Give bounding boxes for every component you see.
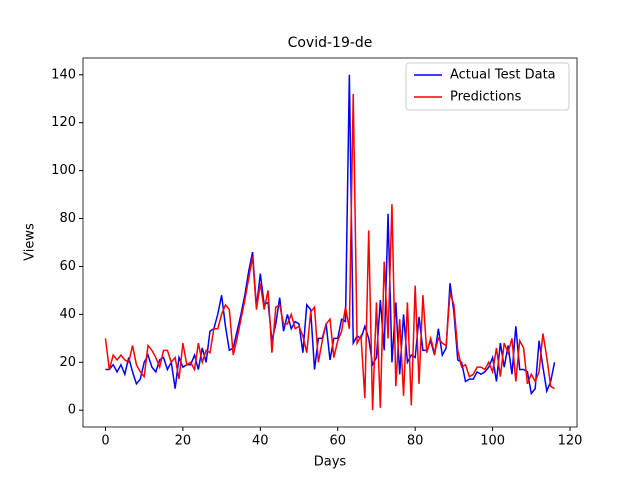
x-tick-label: 40 — [252, 434, 269, 449]
x-tick-label: 120 — [558, 434, 583, 449]
legend-label: Actual Test Data — [450, 68, 556, 83]
y-tick-label: 20 — [59, 355, 76, 370]
y-tick-label: 60 — [59, 259, 76, 274]
y-tick-label: 40 — [59, 307, 76, 322]
y-tick-label: 100 — [51, 163, 76, 178]
series-line — [104, 93, 555, 411]
legend-label: Predictions — [450, 90, 522, 105]
y-tick-label: 140 — [51, 67, 76, 82]
x-axis-label: Days — [314, 455, 347, 470]
y-tick-label: 120 — [51, 115, 76, 130]
y-tick-label: 0 — [68, 403, 76, 418]
x-tick-label: 20 — [175, 434, 192, 449]
x-tick-label: 60 — [329, 434, 346, 449]
plot-frame — [82, 57, 578, 428]
chart-title: Covid-19-de — [288, 35, 373, 51]
x-tick-label: 80 — [407, 434, 424, 449]
legend-box — [405, 62, 570, 111]
x-tick-label: 100 — [480, 434, 505, 449]
x-tick-label: 0 — [101, 434, 109, 449]
y-tick-label: 80 — [59, 211, 76, 226]
y-axis-label: Views — [23, 223, 38, 261]
